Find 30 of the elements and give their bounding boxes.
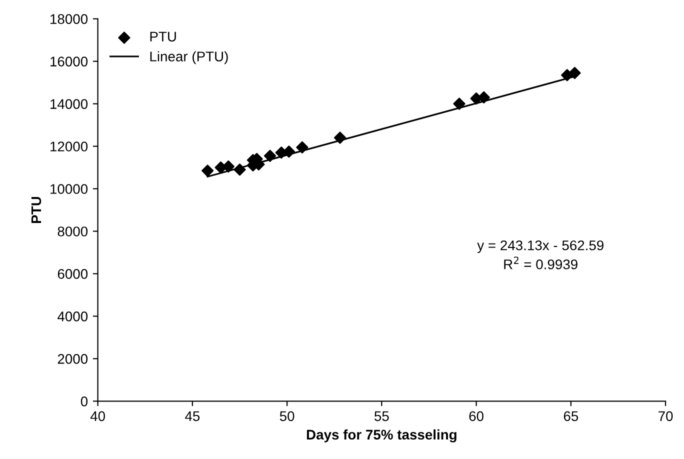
y-tick-label: 8000 (58, 226, 88, 236)
point (264, 150, 276, 162)
y-tick-label: 2000 (58, 354, 88, 364)
point (453, 98, 466, 110)
x-tick-label: 50 (280, 411, 294, 422)
x-tick-label: 40 (90, 411, 105, 422)
point (568, 66, 581, 80)
annotation: R$^{2}$ = 0.9939 (504, 256, 578, 270)
y-tick-label: 4000 (58, 312, 88, 322)
x-tick-label: 70 (658, 411, 673, 422)
legend-label: Linear (PTU) (150, 51, 228, 64)
y-tick-label: 12000 (50, 142, 88, 152)
point (201, 164, 214, 177)
y-tick-label: 14000 (50, 99, 88, 109)
x-tick-label: 45 (185, 411, 200, 422)
legend-label: PTU (150, 32, 176, 42)
x-tick-label: 55 (374, 411, 389, 422)
point (234, 164, 246, 176)
annotation: y = 243.13x - 562.59 (477, 240, 604, 254)
y-tick-label: 16000 (50, 56, 88, 66)
point (296, 141, 308, 154)
y-tick-label: 18000 (50, 14, 88, 24)
x-tick-label: 65 (564, 411, 578, 422)
y-tick-label: 0 (80, 396, 88, 406)
y-tick-label: 10000 (50, 184, 88, 194)
y-tick-label: 6000 (58, 269, 88, 279)
x-axis-title: Days for 75% tasseling (306, 429, 456, 442)
point (334, 132, 346, 144)
y-axis-title: PTU (31, 196, 42, 223)
x-tick-label: 60 (469, 411, 484, 422)
